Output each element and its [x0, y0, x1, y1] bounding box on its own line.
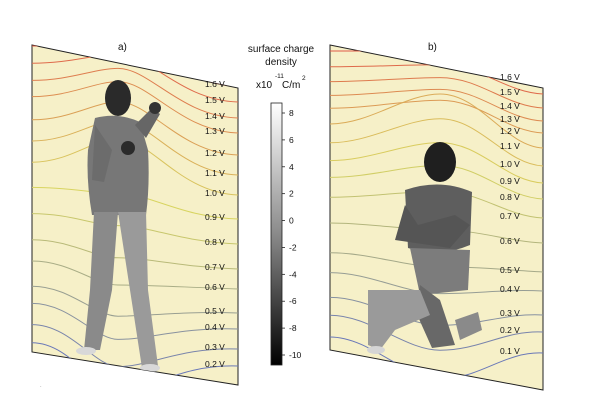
voltage-label: 0.2 V: [500, 325, 520, 335]
panel-a-body-figure: [76, 80, 161, 372]
contour-line: [330, 93, 543, 149]
colorbar-title-line1: surface charge: [248, 44, 315, 55]
voltage-label: 1.3 V: [205, 126, 225, 136]
colorbar-tick-label: -8: [289, 323, 297, 333]
colorbar-tick-label: -4: [289, 269, 297, 279]
contour-line: [330, 272, 543, 295]
contour-line: [330, 88, 543, 122]
voltage-label: 1.3 V: [500, 114, 520, 124]
contour-line: [330, 118, 543, 167]
voltage-label: 0.3 V: [205, 342, 225, 352]
colorbar-ticks: 8 6 4 2 0 -2 -4 -6 -8 -10: [282, 108, 302, 360]
colorbar-tick-label: -2: [289, 242, 297, 252]
voltage-label: 1.0 V: [205, 188, 225, 198]
panel-b-body-figure: [367, 142, 482, 354]
contour-line: [32, 67, 238, 119]
contour-line: [330, 99, 543, 134]
voltage-label: 1.5 V: [500, 87, 520, 97]
voltage-label: 1.1 V: [205, 168, 225, 178]
panel-a-voltage-labels: 1.6 V 1.5 V 1.4 V 1.3 V 1.2 V 1.1 V 1.0 V 0.9 V…: [205, 79, 225, 369]
standing-figure-raised-arm: [135, 108, 160, 138]
voltage-label: 1.4 V: [500, 101, 520, 111]
panel-b-voltage-labels: 1.6 V 1.5 V 1.4 V 1.3 V 1.2 V 1.1 V 1.0 V 0.9 V…: [500, 72, 520, 356]
voltage-label: 0.4 V: [500, 284, 520, 294]
contour-line: [32, 260, 238, 290]
voltage-label: 1.4 V: [205, 111, 225, 121]
colorbar-tick-label: 6: [289, 135, 294, 145]
colorbar-tick-label: 8: [289, 108, 294, 118]
voltage-label: 1.2 V: [500, 126, 520, 136]
colorbar-unit-exponent: -11: [275, 73, 284, 80]
voltage-label: 0.3 V: [500, 308, 520, 318]
voltage-label: 0.5 V: [500, 265, 520, 275]
colorbar-unit-main: C/m: [282, 80, 300, 91]
kneeling-figure-back-leg: [368, 290, 430, 350]
colorbar-tick-label: 0: [289, 216, 294, 226]
colorbar-unit-prefix: x10: [256, 80, 273, 91]
corner-mark: ·: [40, 384, 42, 390]
voltage-label: 1.1 V: [500, 141, 520, 151]
voltage-label: 0.2 V: [205, 359, 225, 369]
panel-b: b) 1.6 V 1.5 V 1.4 V 1.3 V 1.2 V 1.1 V 1.0 V 0.…: [329, 42, 544, 391]
standing-figure-right-leg: [118, 212, 158, 368]
colorbar: surface charge density -11 x10 C/m 2 8 6 4…: [248, 44, 315, 366]
colorbar-tick-label: 2: [289, 189, 294, 199]
voltage-label: 0.9 V: [500, 176, 520, 186]
panel-a-label: a): [118, 42, 127, 53]
voltage-label: 1.0 V: [500, 159, 520, 169]
voltage-label: 0.4 V: [205, 322, 225, 332]
colorbar-tick-label: 4: [289, 162, 294, 172]
kneeling-figure-thigh: [410, 248, 470, 295]
voltage-label: 0.6 V: [205, 282, 225, 292]
colorbar-title-line2: density: [265, 57, 297, 68]
panel-a: a) 1.6 V 1.5 V 1.4 V 1.3 V 1.2 V 1.1 V 1.0 V 0.…: [31, 42, 239, 386]
voltage-label: 0.5 V: [205, 306, 225, 316]
voltage-label: 0.8 V: [500, 192, 520, 202]
colorbar-tick-label: -10: [289, 350, 302, 360]
standing-figure-head: [105, 80, 131, 116]
voltage-label: 0.8 V: [205, 237, 225, 247]
voltage-label: 1.6 V: [500, 72, 520, 82]
voltage-label: 0.1 V: [500, 346, 520, 356]
standing-figure-arm: [92, 125, 112, 182]
contour-line: [330, 77, 543, 109]
panel-b-label: b): [428, 42, 437, 53]
colorbar-tick-label: -6: [289, 296, 297, 306]
voltage-label: 0.6 V: [500, 236, 520, 246]
contour-line: [32, 285, 238, 317]
standing-figure-left-leg: [84, 212, 118, 350]
voltage-label: 0.9 V: [205, 212, 225, 222]
voltage-label: 1.5 V: [205, 95, 225, 105]
voltage-label: 0.7 V: [500, 211, 520, 221]
kneeling-figure-front-leg: [415, 285, 455, 348]
contour-line: [32, 213, 238, 245]
contour-line: [330, 314, 543, 351]
colorbar-gradient-bar: [270, 102, 283, 366]
colorbar-unit-superscript: 2: [302, 75, 306, 82]
contour-line: [32, 302, 238, 340]
voltage-label: 1.6 V: [205, 79, 225, 89]
kneeling-figure-arms: [395, 205, 470, 248]
kneeling-figure-head: [424, 142, 456, 182]
contour-line: [32, 239, 238, 270]
voltage-label: 0.7 V: [205, 262, 225, 272]
contour-line: [32, 342, 238, 385]
voltage-label: 1.2 V: [205, 148, 225, 158]
